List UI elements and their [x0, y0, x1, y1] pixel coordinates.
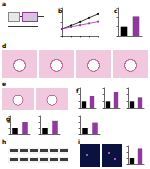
html-text:a: a — [2, 0, 7, 7]
html-text:e: e — [2, 80, 7, 87]
svg-text:c: c — [114, 7, 118, 14]
html-text:h: h — [2, 138, 7, 145]
svg-text:f: f — [76, 87, 79, 94]
svg-text:g: g — [6, 115, 10, 123]
html-text:d: d — [2, 42, 7, 49]
html-text:i: i — [78, 138, 81, 145]
svg-text:b: b — [58, 7, 63, 14]
